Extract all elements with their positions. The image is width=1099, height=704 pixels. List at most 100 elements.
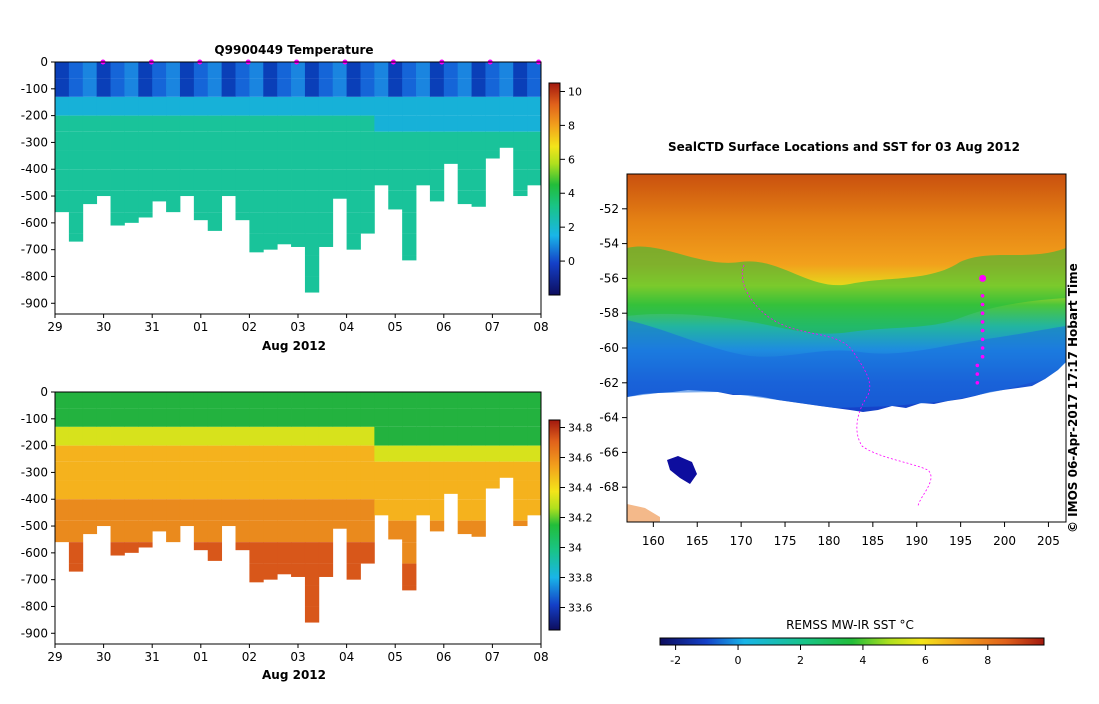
profile-cell (346, 392, 361, 409)
profile-cell (277, 480, 292, 500)
profile-cell (55, 78, 70, 97)
profile-cell (402, 212, 417, 234)
profile-cell (207, 520, 223, 543)
profile-cell (457, 78, 472, 97)
profile-cell (291, 233, 306, 247)
profile-cell (332, 520, 347, 529)
profile-cell (318, 96, 334, 116)
profile-cell (527, 480, 542, 500)
profile-cell (68, 150, 84, 170)
profile-cell (193, 426, 209, 446)
profile-cell (96, 190, 111, 197)
profile-cell (457, 150, 472, 170)
colorbar-tick-label: 34.6 (568, 452, 593, 465)
profile-cell (235, 499, 250, 521)
profile-cell (471, 169, 486, 191)
profile-cell (68, 542, 84, 564)
salinity-colorbar (548, 419, 561, 631)
profile-cell (429, 461, 445, 481)
profile-cell (152, 96, 167, 116)
profile-cell (166, 169, 181, 191)
salinity-axes: 0 -100 -200 -300 -400 -500 -600 -700 -800 -900 29 3… (21, 385, 549, 664)
profile-cell (346, 542, 361, 564)
x-tick-label: 31 (145, 650, 160, 664)
profile-cell (471, 150, 486, 170)
profile-cell (55, 150, 70, 170)
profile-cell (249, 408, 264, 427)
profile-cell (304, 233, 320, 256)
profile-cell (513, 408, 528, 427)
profile-cell (221, 169, 236, 191)
profile-cell (346, 499, 361, 521)
profile-cell (82, 96, 98, 116)
profile-cell (249, 190, 264, 213)
profile-cell (110, 150, 125, 170)
colorbar-tick-label: 33.8 (568, 572, 593, 585)
temperature-profile-columns (55, 62, 542, 293)
profile-cell (388, 499, 403, 521)
x-tick-label: 07 (485, 320, 500, 334)
profile-cell (263, 542, 278, 564)
profile-cell (221, 408, 236, 427)
map-y-tick-label: -58 (599, 306, 619, 320)
profile-cell (291, 426, 306, 446)
profile-cell (346, 96, 361, 116)
profile-cell (277, 62, 292, 79)
profile-cell (55, 169, 70, 191)
profile-cell (249, 131, 264, 151)
profile-cell (82, 392, 98, 409)
profile-cell (471, 445, 486, 462)
profile-cell (152, 445, 167, 462)
profile-cell (235, 408, 250, 427)
profile-cell (166, 96, 181, 116)
profile-cell (374, 131, 389, 151)
profile-cell (388, 461, 403, 481)
x-tick-label: 08 (533, 320, 548, 334)
sst-colorbar (659, 637, 1045, 646)
profile-cell (193, 480, 209, 500)
profile-cell (55, 62, 70, 79)
profile-cell (193, 190, 209, 213)
salinity-profile-columns (55, 392, 542, 623)
map-x-tick-label: 180 (817, 534, 840, 548)
profile-cell (138, 150, 153, 170)
profile-cell (263, 78, 278, 97)
profile-cell (263, 115, 278, 132)
profile-cell (291, 520, 306, 543)
sst-colorbar-tick-label: -2 (670, 654, 681, 667)
map-title: SealCTD Surface Locations and SST for 03… (668, 140, 1020, 154)
profile-cell (346, 62, 361, 79)
x-tick-label: 30 (96, 320, 111, 334)
profile-cell (443, 426, 459, 446)
profile-cell (249, 520, 264, 543)
island (667, 456, 697, 484)
profile-cell (318, 190, 334, 213)
profile-cell (416, 150, 431, 170)
profile-cell (332, 190, 347, 199)
profile-cell (110, 169, 125, 191)
y-tick-label: -300 (21, 135, 48, 149)
profile-cell (471, 480, 486, 500)
y-tick-label: -100 (21, 82, 48, 96)
profile-cell (68, 563, 84, 572)
profile-cell (179, 62, 195, 79)
profile-cell (193, 408, 209, 427)
y-tick-label: -800 (21, 269, 48, 283)
profile-cell (346, 78, 361, 97)
x-tick-label: 29 (47, 320, 62, 334)
profile-location (975, 381, 980, 385)
profile-cell (193, 542, 209, 551)
profile-cell (443, 78, 459, 97)
profile-cell (291, 150, 306, 170)
profile-cell (471, 96, 486, 116)
profile-cell (68, 408, 84, 427)
profile-cell (291, 563, 306, 577)
profile-cell (443, 131, 459, 151)
profile-cell (360, 150, 375, 170)
profile-cell (318, 520, 334, 543)
profile-cell (318, 480, 334, 500)
profile-cell (193, 212, 209, 221)
profile-cell (429, 445, 445, 462)
profile-cell (374, 392, 389, 409)
profile-cell (332, 62, 347, 79)
